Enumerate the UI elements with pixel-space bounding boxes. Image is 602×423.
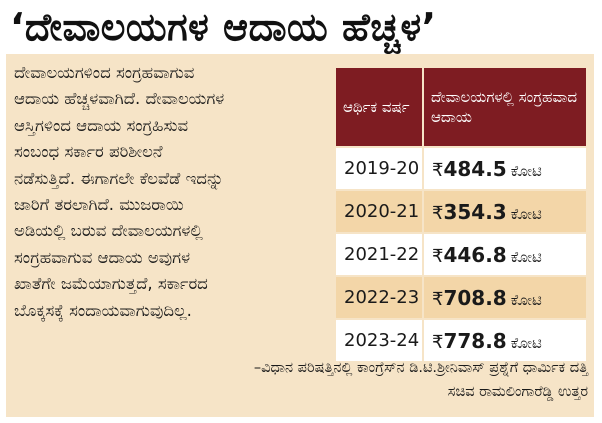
amount-unit: ಕೋಟಿ [510, 333, 542, 352]
table-header-row: ಆರ್ಥಿಕ ವರ್ಷ ದೇವಾಲಯಗಳಲ್ಲಿ ಸಂಗ್ರಹವಾದ ಆದಾಯ [334, 66, 588, 148]
income-table: ಆರ್ಥಿಕ ವರ್ಷ ದೇವಾಲಯಗಳಲ್ಲಿ ಸಂಗ್ರಹವಾದ ಆದಾಯ … [334, 66, 588, 363]
rupee-symbol: ₹ [432, 245, 444, 267]
body-line: ದೇವಾಲಯಗಳಿಂದ ಸಂಗ್ರಹವಾಗುವ [14, 63, 195, 82]
amount-unit: ಕೋಟಿ [510, 247, 542, 266]
amount-value: 446.8 [443, 242, 507, 267]
amount-value: 354.3 [443, 199, 507, 224]
body-line: ಬೊಕ್ಕಸಕ್ಕೆ ಸಂದಾಯವಾಗುವುದಿಲ್ಲ. [14, 300, 192, 320]
header-temple-income: ದೇವಾಲಯಗಳಲ್ಲಿ ಸಂಗ್ರಹವಾದ ಆದಾಯ [422, 66, 588, 148]
body-line: ಸಂಬಂಧ ಸರ್ಕಾರ ಪರಿಶೀಲನೆ [14, 142, 163, 162]
source-attribution: –ವಿಧಾನ ಪರಿಷತ್ತಿನಲ್ಲಿ ಕಾಂಗ್ರೆಸ್‌ನ ಡಿ.ಟಿ.ಶ… [112, 356, 588, 404]
body-line: ಅಡಿಯಲ್ಲಿ ಬರುವ ದೇವಾಲಯಗಳಲ್ಲಿ [14, 221, 203, 241]
amount-value: 484.5 [443, 156, 507, 181]
body-line: ಸಂಗ್ರಹವಾಗುವ ಆದಾಯ ಅವುಗಳ [14, 247, 191, 267]
body-line: ಜಾರಿಗೆ ತರಲಾಗಿದೆ. ಮುಜರಾಯಿ [14, 195, 184, 215]
rupee-symbol: ₹ [432, 288, 444, 310]
table-row: 2020-21 ₹354.3 ಕೋಟಿ [334, 189, 588, 234]
amount-unit: ಕೋಟಿ [510, 161, 542, 180]
table-row: 2023-24 ₹778.8 ಕೋಟಿ [334, 318, 588, 363]
body-line: ಖಾತೆಗೇ ಜಮೆಯಾಗುತ್ತದೆ, ಸರ್ಕಾರದ [14, 274, 208, 294]
amount-unit: ಕೋಟಿ [510, 290, 542, 309]
body-line: ಆಸ್ತಿಗಳಿಂದ ಆದಾಯ ಸಂಗ್ರಹಿಸುವ [14, 115, 189, 135]
rupee-symbol: ₹ [432, 202, 444, 224]
source-line: –ವಿಧಾನ ಪರಿಷತ್ತಿನಲ್ಲಿ ಕಾಂಗ್ರೆಸ್‌ನ ಡಿ.ಟಿ.ಶ… [253, 360, 588, 376]
amount-value: 778.8 [443, 328, 507, 353]
rupee-symbol: ₹ [432, 331, 444, 353]
rupee-symbol: ₹ [432, 159, 444, 181]
year-cell: 2022-23 [334, 275, 424, 320]
body-line: ನಡೆಸುತ್ತಿದೆ. ಈಗಾಗಲೇ ಕೆಲವೆಡೆ ಇದನ್ನು [14, 168, 224, 188]
article-body: ದೇವಾಲಯಗಳಿಂದ ಸಂಗ್ರಹವಾಗುವ ಆದಾಯ ಹೆಚ್ಚಳವಾಗಿದ… [14, 60, 330, 324]
year-cell: 2019-20 [334, 146, 424, 191]
table-row: 2022-23 ₹708.8 ಕೋಟಿ [334, 275, 588, 320]
amount-cell: ₹354.3 ಕೋಟಿ [422, 189, 588, 234]
amount-value: 708.8 [443, 285, 507, 310]
source-line: ಸಚಿವ ರಾಮಲಿಂಗಾರೆಡ್ಡಿ ಉತ್ತರ [447, 384, 588, 400]
year-cell: 2023-24 [334, 318, 424, 363]
headline: ‘ದೇವಾಲಯಗಳ ಆದಾಯ ಹೆಚ್ಚಳ’ [10, 5, 437, 49]
amount-cell: ₹708.8 ಕೋಟಿ [422, 275, 588, 320]
amount-unit: ಕೋಟಿ [510, 204, 542, 223]
year-cell: 2020-21 [334, 189, 424, 234]
amount-cell: ₹446.8 ಕೋಟಿ [422, 232, 588, 277]
table-row: 2019-20 ₹484.5 ಕೋಟಿ [334, 146, 588, 191]
amount-cell: ₹484.5 ಕೋಟಿ [422, 146, 588, 191]
amount-cell: ₹778.8 ಕೋಟಿ [422, 318, 588, 363]
table-row: 2021-22 ₹446.8 ಕೋಟಿ [334, 232, 588, 277]
year-cell: 2021-22 [334, 232, 424, 277]
header-fiscal-year: ಆರ್ಥಿಕ ವರ್ಷ [334, 66, 424, 148]
body-line: ಆದಾಯ ಹೆಚ್ಚಳವಾಗಿದೆ. ದೇವಾಲಯಗಳ [14, 89, 225, 109]
